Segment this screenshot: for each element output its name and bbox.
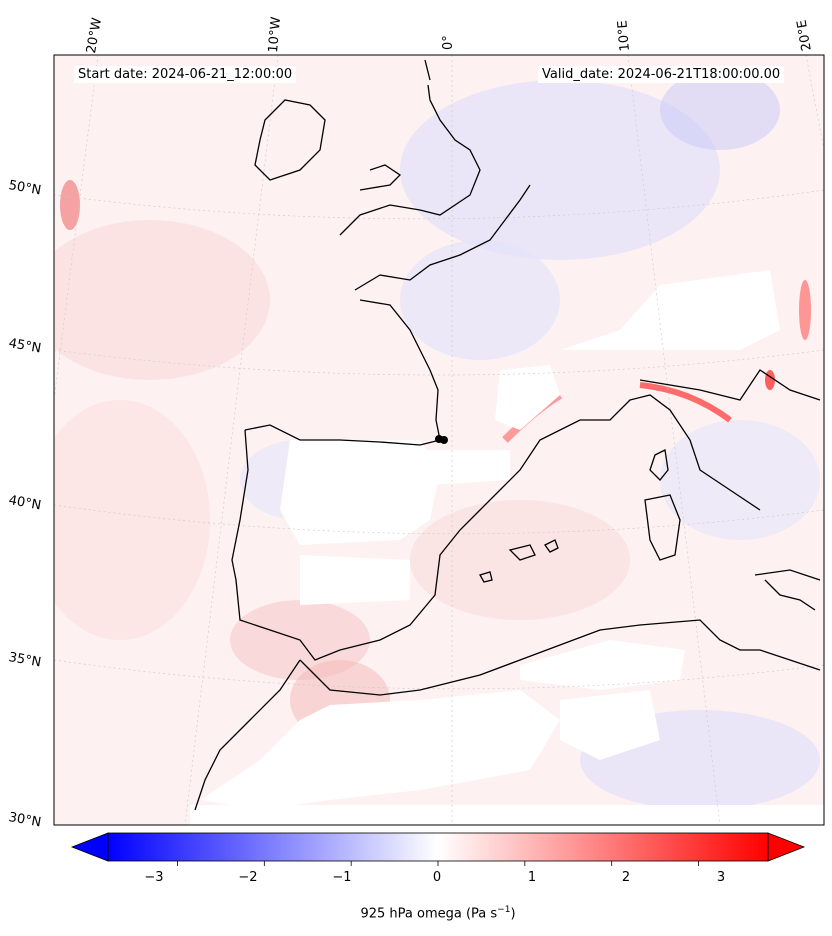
graticule <box>54 55 824 825</box>
cb-tick-label: 1 <box>527 870 537 885</box>
omega-field <box>54 55 824 825</box>
lon-label-0: 0° <box>441 35 456 50</box>
colorbar-label-exponent: −1 <box>497 905 511 915</box>
cb-tick-label: 2 <box>621 870 631 885</box>
cb-tick-label: 3 <box>716 870 726 885</box>
cb-tick-label: 0 <box>432 870 442 885</box>
masked-terrain <box>190 270 824 825</box>
lon-label-10e: 10°E <box>615 19 633 53</box>
cb-tick-label: −3 <box>144 870 164 885</box>
colorbar <box>70 832 806 866</box>
coastlines <box>194 59 821 811</box>
lon-label-10w: 10°W <box>266 16 285 54</box>
start-date-label: Start date: 2024-06-21_12:00:00 <box>74 66 297 83</box>
cb-tick-label: −1 <box>332 870 352 885</box>
colorbar-label-close: ) <box>510 906 516 922</box>
colorbar-label: 925 hPa omega (Pa s−1) <box>0 905 832 921</box>
location-marker <box>435 435 448 444</box>
cb-tick-label: −2 <box>238 870 258 885</box>
map-frame <box>53 54 825 826</box>
valid-date-label: Valid_date: 2024-06-21T18:00:00.00 <box>538 66 785 83</box>
colorbar-label-text: 925 hPa omega (Pa s <box>360 906 498 922</box>
